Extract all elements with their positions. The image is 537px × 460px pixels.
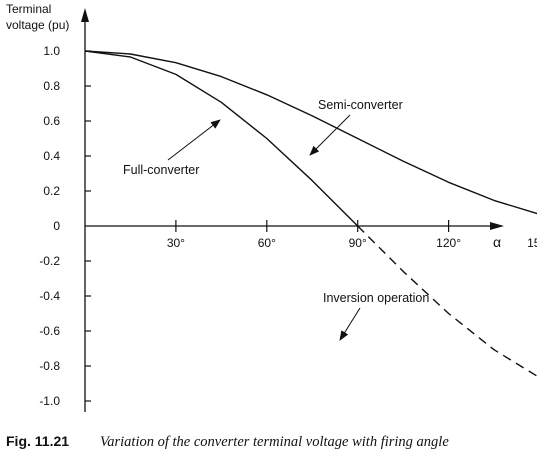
y-axis-title-line1: Terminal (6, 2, 51, 16)
y-tick-label: 0.6 (43, 114, 60, 128)
y-tick-label: -0.2 (39, 254, 60, 268)
figure-caption-text: Variation of the converter terminal volt… (100, 434, 449, 450)
y-axis-arrow (81, 8, 89, 22)
y-tick-label: 1.0 (43, 44, 60, 58)
annotation-semi-converter: Semi-converter (318, 98, 403, 112)
x-tick-label: 90° (349, 236, 367, 250)
x-axis-title: α (493, 234, 501, 250)
x-tick-label: 30° (167, 236, 185, 250)
y-tick-label: -1.0 (39, 394, 60, 408)
y-axis-title-line2: voltage (pu) (6, 18, 69, 32)
x-tick-label: 120° (436, 236, 461, 250)
series-line-inversion-operation (357, 225, 537, 377)
series-line-full-converter (84, 50, 359, 227)
annotation-arrow-semi-converter (309, 114, 351, 156)
annotation-full-converter: Full-converter (123, 163, 199, 177)
y-tick-label: -0.8 (39, 359, 60, 373)
y-tick-label: -0.6 (39, 324, 60, 338)
y-ticks: 1.0 0.8 0.6 0.4 0.2 0 -0.2 -0.4 -0.6 -0.8 -1.0 (39, 44, 91, 408)
annotation-inversion-operation: Inversion operation (323, 291, 429, 305)
x-axis-arrow (490, 222, 504, 230)
annotation-arrow-inversion-operation (339, 307, 361, 341)
y-tick-label: 0.8 (43, 79, 60, 93)
y-tick-label: 0 (53, 219, 60, 233)
series-group (84, 50, 537, 377)
y-tick-label: 0.4 (43, 149, 60, 163)
figure-caption-label: Fig. 11.21 (6, 433, 69, 449)
y-tick-label: 0.2 (43, 184, 60, 198)
annotation-arrow-full-converter (167, 119, 221, 161)
y-tick-label: -0.4 (39, 289, 60, 303)
x-tick-label: 60° (258, 236, 276, 250)
x-tick-label: 150° (527, 236, 537, 250)
x-ticks: 30°60°90°120°150°180° (167, 220, 537, 250)
series-line-semi-converter (84, 50, 537, 215)
